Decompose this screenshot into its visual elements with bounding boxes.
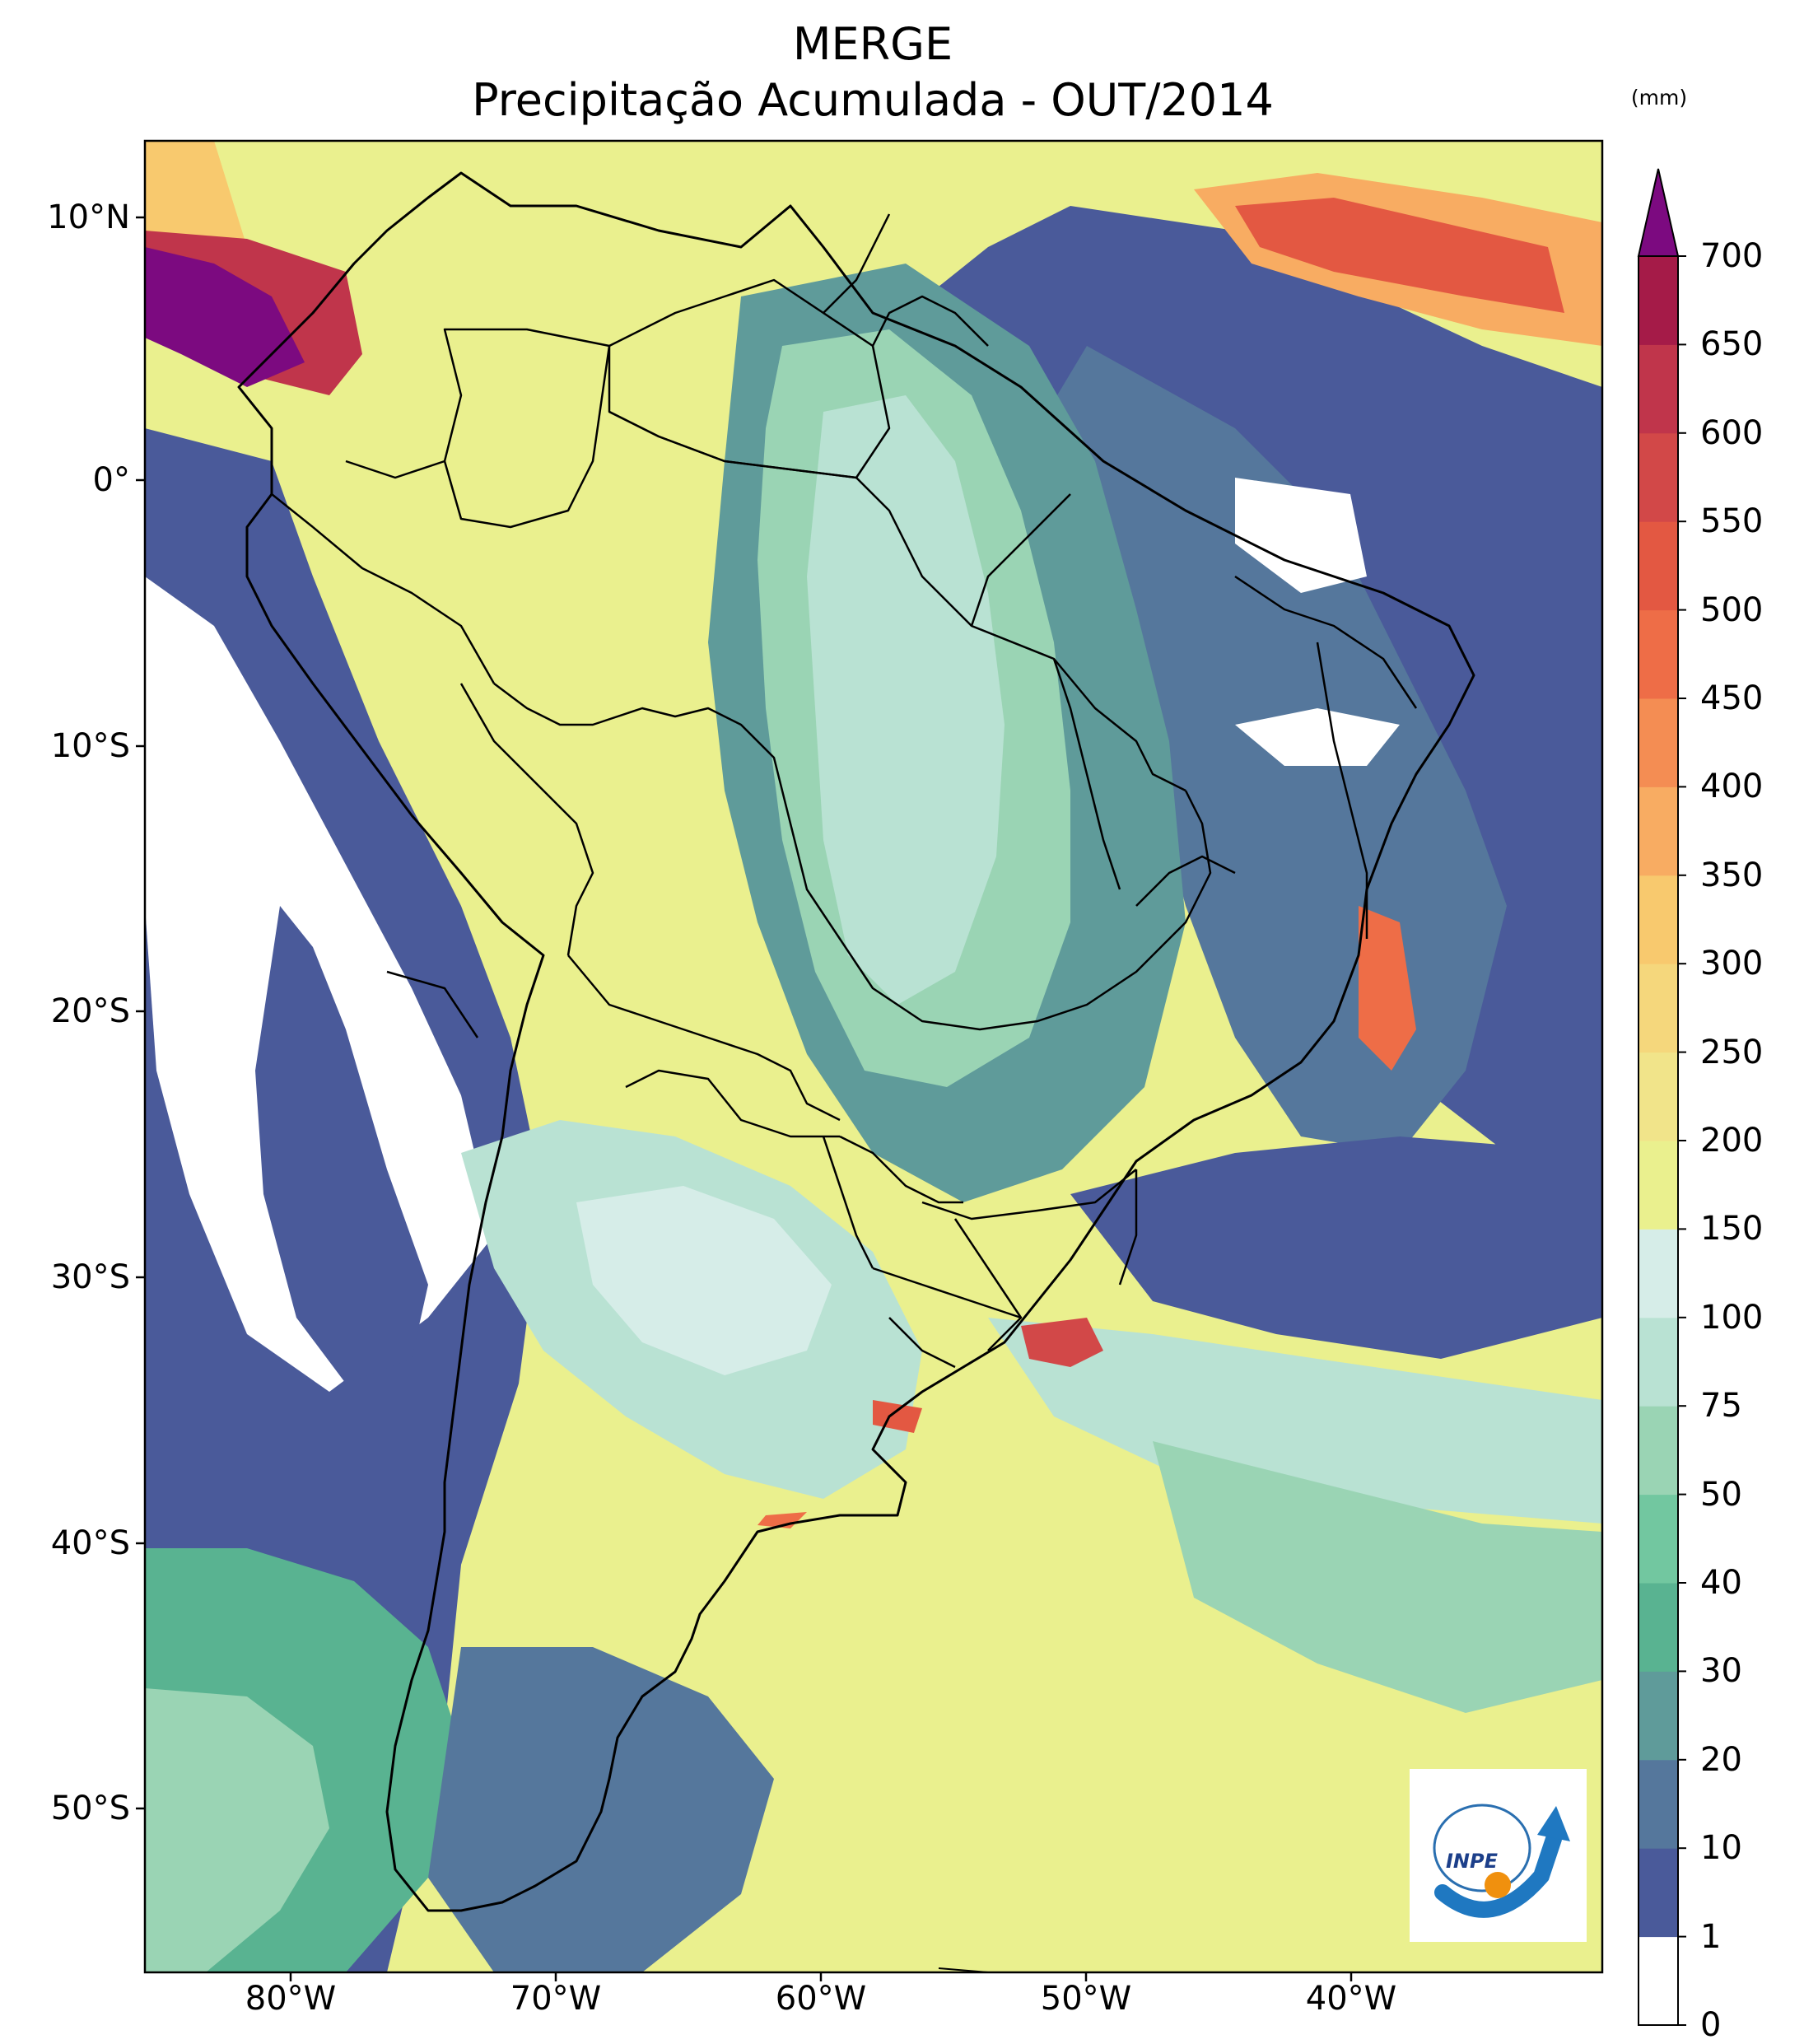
lat-label-10n: 10°N [47,198,130,236]
colorbar-label-40: 40 [1700,1564,1742,1602]
colorbar-segment-17 [1639,432,1678,522]
colorbar-segment-14 [1639,698,1678,787]
colorbar-segment-2 [1639,1759,1678,1849]
colorbar-segment-11 [1639,964,1678,1053]
lon-label-80w: 80°W [245,1980,337,2018]
lon-tick-marks [289,1972,1353,1981]
colorbar-label-100: 100 [1700,1298,1764,1337]
colorbar-label-600: 600 [1700,413,1764,452]
colorbar-label-550: 550 [1700,502,1764,541]
colorbar-extend-arrow [1637,168,1680,257]
lat-label-0: 0° [92,461,130,499]
colorbar-label-200: 200 [1700,1122,1764,1160]
colorbar-label-1: 1 [1700,1917,1722,1956]
colorbar-label-75: 75 [1700,1387,1742,1426]
lat-label-40s: 40°S [50,1524,130,1562]
inpe-logo: INPE [1410,1769,1587,1942]
colorbar-segment-8 [1639,1229,1678,1318]
colorbar-label-450: 450 [1700,679,1764,717]
colorbar-unit: (mm) [1630,86,1688,110]
map-subtitle: Precipitação Acumulada - OUT/2014 [472,74,1274,126]
colorbar-label-10: 10 [1700,1829,1742,1868]
colorbar-label-700: 700 [1700,237,1764,275]
lon-label-60w: 60°W [775,1980,867,2018]
colorbar-segment-7 [1639,1317,1678,1407]
colorbar-segment-5 [1639,1494,1678,1584]
colorbar-segment-4 [1639,1583,1678,1672]
lat-tick-marks [136,216,145,1810]
map-title: MERGE [792,18,953,70]
colorbar-segment-1 [1639,1848,1678,1938]
colorbar-segment-16 [1639,521,1678,611]
precipitation-field [145,141,1602,1972]
colorbar-segment-13 [1639,786,1678,876]
colorbar-label-350: 350 [1700,856,1764,894]
colorbar-label-150: 150 [1700,1210,1764,1248]
colorbar-label-20: 20 [1700,1740,1742,1779]
colorbar-segment-9 [1639,1141,1678,1230]
colorbar-label-650: 650 [1700,325,1764,364]
colorbar-segment-18 [1639,344,1678,434]
political-borders [271,213,1418,1369]
colorbar-label-300: 300 [1700,945,1764,983]
lat-label-50s: 50°S [50,1790,130,1827]
colorbar [1637,168,1686,2026]
lat-label-20s: 20°S [50,992,130,1030]
colorbar-segment-19 [1639,256,1678,345]
colorbar-segment-15 [1639,609,1678,699]
lon-label-40w: 40°W [1305,1980,1397,2018]
lat-label-10s: 10°S [50,727,130,765]
inpe-logo-text: INPE [1446,1850,1499,1873]
lon-label-50w: 50°W [1040,1980,1132,2018]
colorbar-segment-12 [1639,875,1678,964]
colorbar-label-50: 50 [1700,1475,1742,1514]
lon-label-70w: 70°W [510,1980,602,2018]
colorbar-label-0: 0 [1700,2006,1722,2044]
colorbar-segment-6 [1639,1406,1678,1496]
colorbar-label-30: 30 [1700,1652,1742,1691]
colorbar-segment-0 [1639,1936,1678,2026]
colorbar-label-500: 500 [1700,590,1764,629]
colorbar-label-250: 250 [1700,1033,1764,1071]
colorbar-segment-3 [1639,1671,1678,1761]
colorbar-label-400: 400 [1700,768,1764,806]
colorbar-segment-10 [1639,1052,1678,1141]
lat-label-30s: 30°S [50,1258,130,1296]
inpe-logo-graphic: INPE [1433,1804,1570,1918]
map-frame [143,139,1604,1974]
